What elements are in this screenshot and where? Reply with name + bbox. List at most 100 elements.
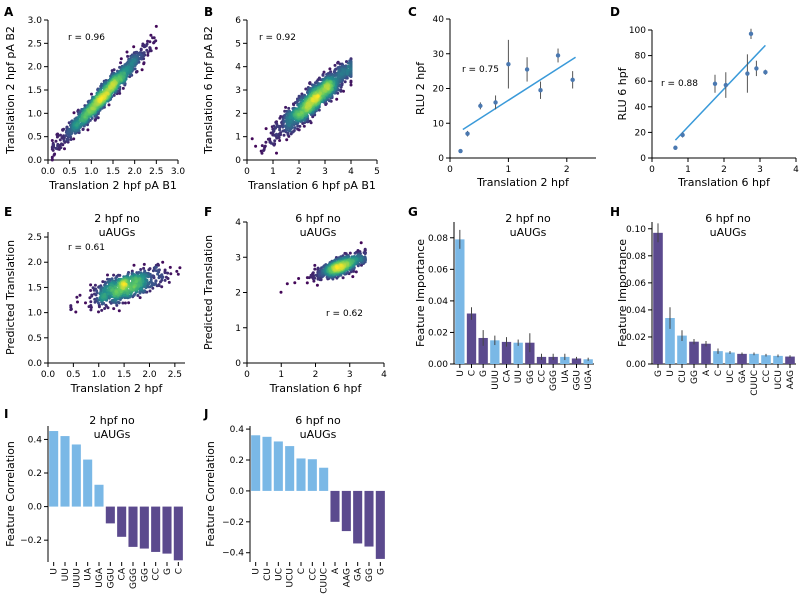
x-tick-label: CC [538, 370, 548, 383]
data-point [305, 281, 309, 285]
data-point [314, 273, 318, 277]
panel-title: 2 hpf no [94, 212, 140, 225]
data-point [130, 55, 134, 59]
data-point [278, 128, 282, 132]
data-point [313, 263, 317, 267]
data-point [112, 307, 116, 311]
data-point [146, 39, 150, 43]
data-point [712, 81, 718, 86]
bar [677, 335, 687, 364]
x-tick-label: UA [84, 567, 94, 581]
x-tick-label: 2 [564, 165, 570, 175]
data-point [99, 284, 103, 288]
data-point [339, 72, 343, 76]
y-tick-label: 3.0 [28, 16, 43, 26]
correlation-annotation: r = 0.92 [259, 33, 296, 43]
data-point [295, 100, 299, 104]
x-tick-label: 2 [296, 167, 302, 177]
data-point [349, 83, 353, 87]
x-tick-label: UUU [72, 568, 82, 588]
bar [173, 506, 183, 561]
data-point [506, 61, 511, 67]
data-point [56, 134, 60, 138]
y-tick-label: 1.5 [28, 283, 42, 293]
data-point [341, 276, 345, 280]
density-points [279, 241, 367, 294]
x-tick-label: GG [365, 568, 375, 582]
x-tick-label: UCU [286, 568, 296, 587]
y-tick-label: −0.2 [222, 518, 244, 528]
data-point [119, 77, 123, 81]
y-tick-label: 6 [235, 16, 241, 26]
bar [273, 441, 283, 491]
data-point [296, 127, 300, 131]
y-tick-label: 2.0 [28, 63, 43, 73]
y-axis-label: Feature Importance [414, 239, 427, 347]
data-point [359, 257, 363, 261]
x-tick-label: CUUC [750, 370, 760, 396]
data-point [119, 57, 123, 61]
data-point [275, 132, 278, 136]
x-tick-label: 3.0 [171, 167, 186, 177]
x-tick-label: 1 [278, 370, 284, 380]
correlation-annotation: r = 0.62 [326, 309, 363, 319]
bar [761, 355, 771, 364]
y-axis-label: Feature Importance [616, 239, 629, 347]
data-point [50, 155, 54, 159]
bar [525, 342, 535, 364]
data-point [108, 86, 112, 90]
y-tick-label: 3 [235, 253, 241, 263]
x-axis-label: Translation 2 hpf pA B1 [48, 179, 177, 192]
bar [139, 506, 149, 549]
data-point [354, 270, 358, 274]
data-point [81, 127, 85, 131]
data-point [52, 153, 56, 157]
y-axis-label: RLU 2 hpf [414, 61, 427, 115]
data-point [288, 123, 291, 127]
data-point [160, 273, 164, 277]
data-point [103, 292, 106, 296]
x-tick-label: GGG [129, 568, 139, 589]
data-point [154, 279, 158, 283]
data-point [145, 48, 149, 52]
x-tick-label: CU [263, 568, 273, 581]
x-tick-label: C [297, 568, 307, 574]
bar [341, 490, 351, 532]
data-point [145, 278, 149, 282]
data-point [352, 269, 356, 273]
correlation-annotation: r = 0.61 [68, 243, 105, 253]
bar [319, 467, 329, 491]
y-axis-label: Translation 6 hpf pA B2 [202, 26, 215, 155]
y-tick-label: 1.0 [28, 309, 43, 319]
data-point [359, 241, 363, 245]
data-point [274, 126, 278, 130]
data-point [289, 119, 292, 123]
bar [713, 351, 723, 364]
data-point [69, 304, 73, 308]
y-tick-label: 30 [433, 50, 445, 60]
bar [71, 444, 81, 507]
x-tick-label: 3 [322, 167, 328, 177]
x-tick-label: 0.0 [41, 167, 56, 177]
data-point [300, 111, 303, 114]
data-point [89, 300, 93, 304]
data-point [175, 269, 179, 273]
data-point [154, 46, 158, 50]
data-point [272, 129, 276, 133]
data-point [97, 301, 100, 305]
data-point [342, 70, 346, 74]
data-point [291, 130, 295, 134]
x-tick-label: 1.0 [84, 167, 99, 177]
y-tick-label: 4 [235, 218, 241, 228]
data-point [335, 97, 339, 101]
data-point [104, 303, 108, 307]
data-point [125, 50, 129, 54]
data-point [126, 54, 130, 58]
y-tick-label: 2.0 [28, 258, 43, 268]
data-point [72, 137, 76, 141]
data-point [315, 283, 319, 287]
data-point [116, 300, 120, 304]
data-point [264, 140, 268, 144]
